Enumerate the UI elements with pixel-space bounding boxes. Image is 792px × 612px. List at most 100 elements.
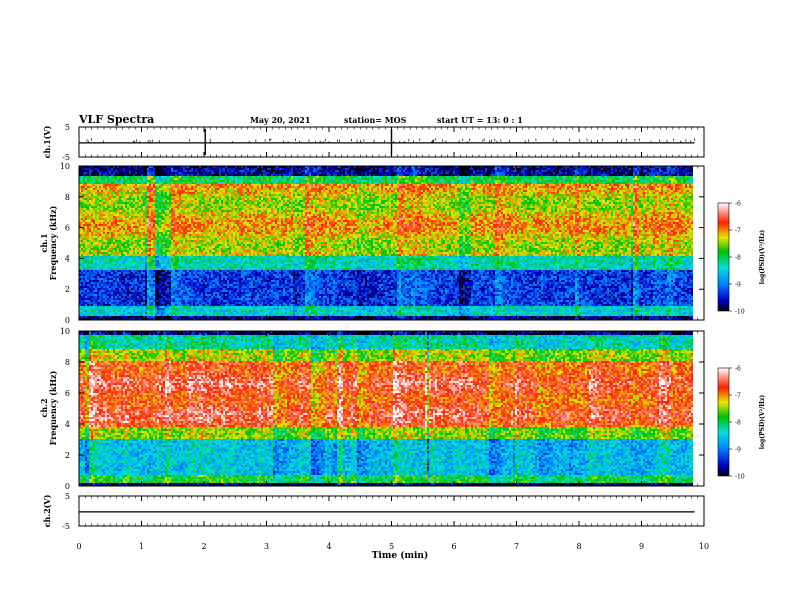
spectrogram-cell [121,276,123,278]
spectrogram-cell [133,190,135,192]
spectrogram-cell [127,298,129,300]
spectrogram-cell [143,206,145,208]
spectrogram-cell [103,264,105,266]
spectrogram-cell [143,228,145,230]
spectrogram-cell [127,276,129,278]
spectrogram-cell [125,298,127,300]
spectrogram-cell [103,240,105,242]
spectrogram-cell [139,242,141,244]
spectrogram-cell [131,216,133,218]
spectrogram-cell [101,284,103,286]
spectrogram-cell [121,196,123,198]
spectrogram-cell [107,184,109,186]
spectrogram-cell [139,226,141,228]
spectrogram-cell [141,278,143,280]
spectrogram-cell [85,314,87,316]
spectrogram-cell [81,184,83,186]
spectrogram-cell [123,260,125,262]
spectrogram-cell [91,184,93,186]
spectrogram-cell [137,256,139,258]
spectrogram-cell [89,234,91,236]
spectrogram-cell [141,248,143,250]
spectrogram-cell [111,220,113,222]
spectrogram-cell [133,304,135,306]
spectrogram-cell [131,316,133,318]
spectrogram-cell [109,212,111,214]
spectrogram-cell [145,272,147,274]
spectrogram-cell [81,218,83,220]
spectrogram-cell [97,178,99,180]
spectrogram-cell [83,180,85,182]
spectrogram-cell [103,212,105,214]
spectrogram-cell [85,252,87,254]
spectrogram-cell [125,212,127,214]
spectrogram-cell [87,240,89,242]
spectrogram-cell [89,216,91,218]
spectrogram-cell [97,304,99,306]
spectrogram-cell [111,280,113,282]
spectrogram-cell [135,194,137,196]
spectrogram-cell [115,290,117,292]
spectrogram-cell [87,186,89,188]
spectrogram-cell [107,186,109,188]
spectrogram-cell [137,268,139,270]
spectrogram-cell [145,258,147,260]
spectrogram-cell [123,170,125,172]
spectrogram-cell [101,196,103,198]
spectrogram-cell [105,288,107,290]
spectrogram-cell [119,168,121,170]
spectrogram-cell [131,298,133,300]
spectrogram-cell [127,308,129,310]
spectrogram-cell [83,308,85,310]
spectrogram-cell [85,270,87,272]
spectrogram-cell [133,286,135,288]
spectrogram-cell [105,250,107,252]
spectrogram-cell [113,174,115,176]
spectrogram-cell [119,222,121,224]
spectrogram-cell [87,198,89,200]
spectrogram-cell [121,300,123,302]
spectrogram-cell [133,242,135,244]
spectrogram-cell [97,256,99,258]
spectrogram-cell [111,306,113,308]
spectrogram-cell [139,266,141,268]
spectrogram-cell [97,202,99,204]
spectrogram-cell [113,236,115,238]
spectrogram-cell [101,242,103,244]
spectrogram-cell [125,188,127,190]
spectrogram-cell [145,300,147,302]
spectrogram-cell [121,238,123,240]
spectrogram-cell [145,282,147,284]
spectrogram-cell [87,316,89,318]
spectrogram-cell [117,186,119,188]
spectrogram-cell [125,174,127,176]
spectrogram-cell [133,288,135,290]
spectrogram-cell [91,194,93,196]
spectrogram-cell [133,312,135,314]
spectrogram-cell [119,240,121,242]
spectrogram-cell [83,302,85,304]
spectrogram-cell [89,292,91,294]
spectrogram-cell [123,280,125,282]
spectrogram-cell [131,248,133,250]
spectrogram-cell [141,306,143,308]
spectrogram-cell [109,292,111,294]
spectrogram-cell [117,288,119,290]
spectrogram-cell [99,294,101,296]
spectrogram-cell [89,266,91,268]
spectrogram-cell [117,264,119,266]
spectrogram-cell [107,192,109,194]
spectrogram-cell [133,250,135,252]
spectrogram-cell [83,188,85,190]
spectrogram-cell [105,314,107,316]
spectrogram-cell [83,178,85,180]
spectrogram-cell [89,290,91,292]
ch1-ytick-bottom: -5 [62,153,70,162]
spectrogram-cell [133,264,135,266]
spectrogram-cell [89,198,91,200]
spectrogram-cell [141,264,143,266]
spectrogram-cell [141,174,143,176]
spectrogram-cell [135,276,137,278]
spectrogram-cell [125,208,127,210]
spectrogram-cell [91,296,93,298]
